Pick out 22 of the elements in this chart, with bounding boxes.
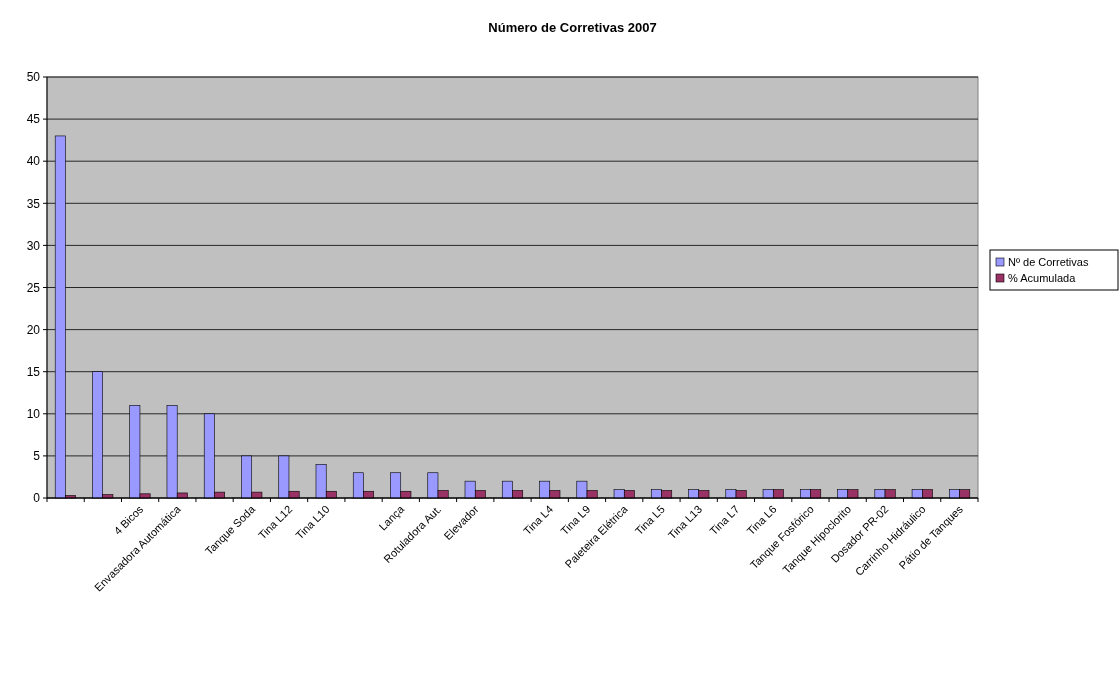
x-tick-label: Tina L12 <box>255 502 295 542</box>
x-tick-label: Tina L5 <box>632 502 667 538</box>
y-tick-label: 0 <box>33 491 41 506</box>
legend-label: Nº de Corretivas <box>1008 255 1089 268</box>
y-tick-label: 30 <box>26 238 41 253</box>
x-tick-label: Tina L7 <box>707 502 742 538</box>
chart-title: Número de Corretivas 2007 <box>488 20 657 35</box>
y-tick-label: 35 <box>26 196 41 211</box>
y-tick-label: 25 <box>26 280 41 295</box>
y-tick-label: 40 <box>26 154 41 169</box>
y-tick-label: 10 <box>26 407 41 421</box>
y-tick-label: 50 <box>26 70 41 85</box>
y-tick-label: 45 <box>26 112 41 127</box>
y-tick-label: 5 <box>33 449 41 464</box>
legend-label: % Acumulada <box>1008 271 1077 284</box>
x-tick-label: Tina L10 <box>293 502 332 542</box>
y-tick-label: 15 <box>26 364 41 379</box>
x-tick-label: Tina L13 <box>665 502 705 542</box>
x-tick-label: Tina L9 <box>558 502 593 538</box>
x-tick-label: Tina L6 <box>744 502 779 538</box>
y-tick-label: 20 <box>26 322 41 337</box>
x-tick-label: Tina L4 <box>521 502 556 538</box>
